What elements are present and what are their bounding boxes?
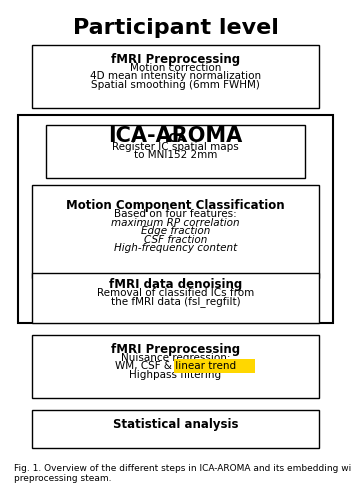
Text: Motion Component Classification: Motion Component Classification [66,199,285,212]
FancyBboxPatch shape [46,125,305,178]
Text: the fMRI data (fsl_regfilt): the fMRI data (fsl_regfilt) [111,296,240,307]
Text: Participant level: Participant level [73,18,278,38]
Text: fMRI data denoising: fMRI data denoising [109,278,242,291]
Text: 4D mean intensity normalization: 4D mean intensity normalization [90,71,261,81]
FancyBboxPatch shape [174,360,255,373]
Text: Edge fraction: Edge fraction [141,226,210,236]
Text: Based on four features:: Based on four features: [114,209,237,219]
Text: High-frequency content: High-frequency content [114,244,237,253]
FancyBboxPatch shape [18,115,333,322]
FancyBboxPatch shape [32,185,319,278]
FancyBboxPatch shape [32,335,319,398]
Text: maximum RP correlation: maximum RP correlation [111,218,240,228]
Text: Fig. 1. Overview of the different steps in ICA-AROMA and its embedding within th: Fig. 1. Overview of the different steps … [14,464,351,483]
Text: ICA-AROMA: ICA-AROMA [108,126,243,146]
Text: to MNI152 2mm: to MNI152 2mm [134,150,217,160]
Text: Removal of classified ICs from: Removal of classified ICs from [97,288,254,298]
FancyBboxPatch shape [32,410,319,448]
FancyBboxPatch shape [32,272,319,322]
Text: Spatial smoothing (6mm FWHM): Spatial smoothing (6mm FWHM) [91,80,260,90]
Text: fMRI Preprocessing: fMRI Preprocessing [111,52,240,66]
Text: Motion correction: Motion correction [130,62,221,72]
Text: fMRI Preprocessing: fMRI Preprocessing [111,343,240,356]
Text: Statistical analysis: Statistical analysis [113,418,238,431]
Text: Register IC spatial maps: Register IC spatial maps [112,142,239,152]
Text: WM, CSF & linear trend: WM, CSF & linear trend [115,361,236,371]
FancyBboxPatch shape [32,45,319,108]
Text: Nuisance regression:: Nuisance regression: [121,353,230,363]
Text: WM, CSF & linear trend: WM, CSF & linear trend [115,361,236,371]
Text: CSF fraction: CSF fraction [144,235,207,244]
Text: Highpass filtering: Highpass filtering [130,370,221,380]
Text: ICA: ICA [164,132,187,145]
